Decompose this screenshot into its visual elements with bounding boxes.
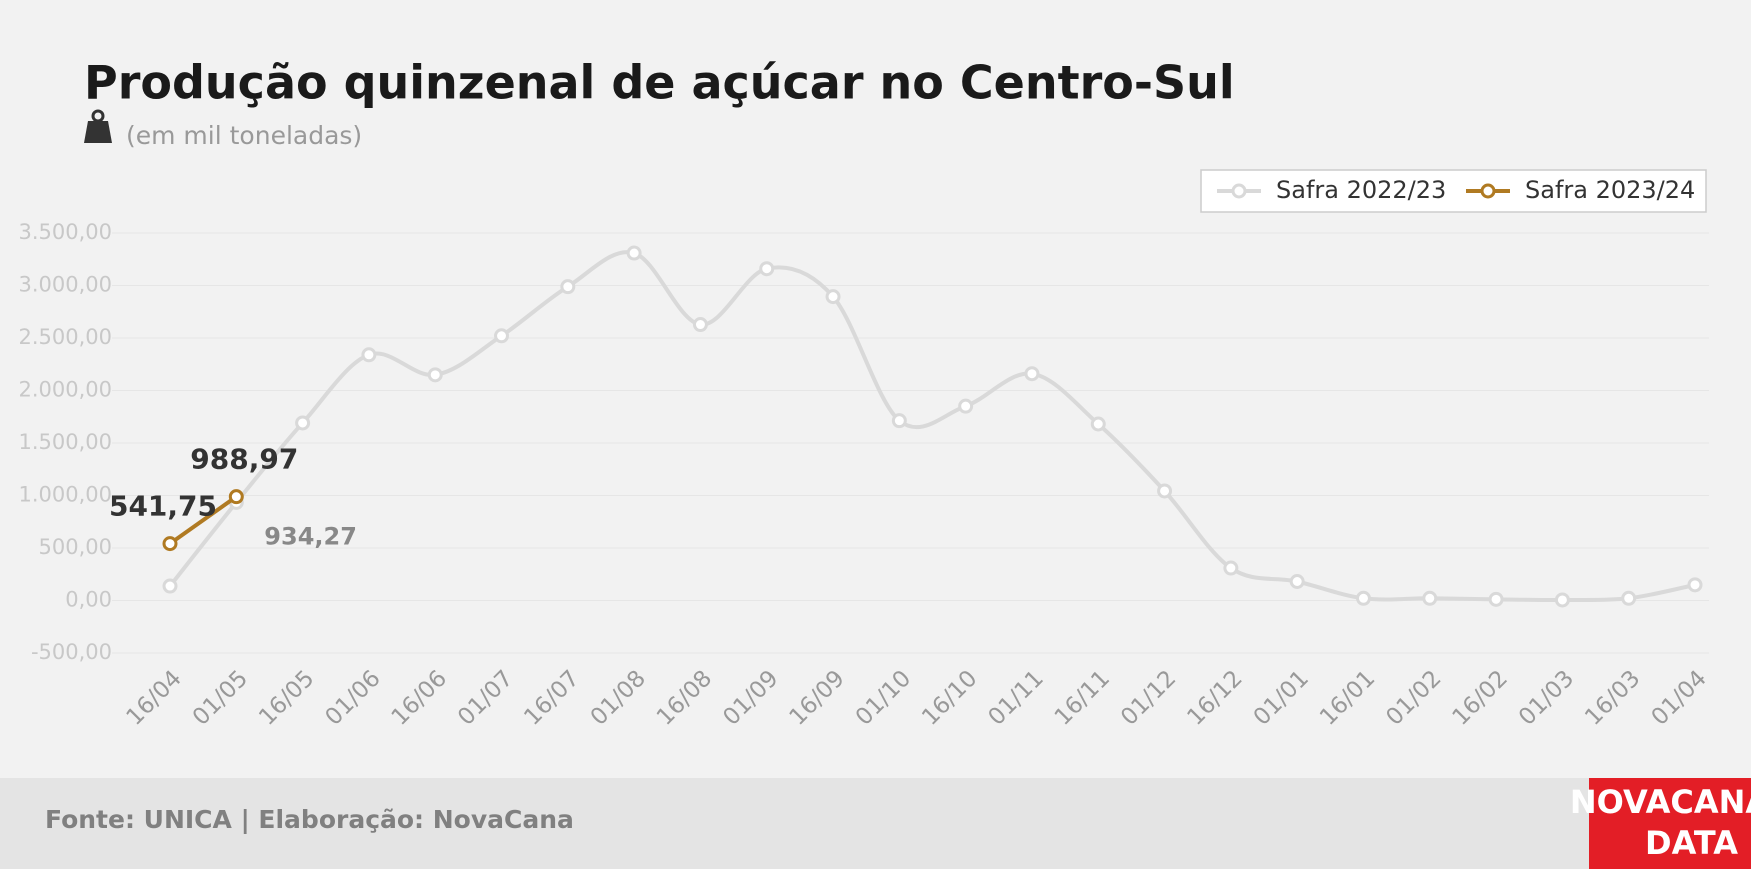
point <box>759 261 775 277</box>
point <box>228 489 244 505</box>
point <box>1554 592 1570 608</box>
point <box>1687 577 1703 593</box>
point <box>891 413 907 429</box>
chart-subtitle: (em mil toneladas) <box>126 121 362 150</box>
point <box>1223 560 1239 576</box>
point <box>427 367 443 383</box>
footer <box>0 778 1751 869</box>
point <box>1024 366 1040 382</box>
logo-text: DATA <box>1645 824 1738 862</box>
point <box>162 578 178 594</box>
legend-marker <box>1231 183 1247 199</box>
data-label: 934,27 <box>264 522 357 550</box>
point <box>692 317 708 333</box>
point <box>361 347 377 363</box>
point <box>1289 573 1305 589</box>
logo <box>1589 778 1751 869</box>
y-tick-label: 0,00 <box>65 588 112 612</box>
point <box>295 415 311 431</box>
logo-text: NOVACANA <box>1570 783 1751 821</box>
series-line <box>168 495 238 546</box>
legend-marker <box>1480 183 1496 199</box>
y-tick-label: 500,00 <box>39 535 112 559</box>
data-label: 541,75 <box>109 490 217 523</box>
source: Fonte: UNICA | Elaboração: NovaCana <box>45 805 574 834</box>
y-tick-label: 1.500,00 <box>18 430 112 454</box>
legend <box>1200 169 1707 213</box>
point <box>1422 590 1438 606</box>
point <box>958 398 974 414</box>
y-tick-label: 1.000,00 <box>18 483 112 507</box>
point <box>626 245 642 261</box>
legend-label: Safra 2022/23 <box>1276 176 1446 204</box>
y-tick-label: -500,00 <box>31 640 112 664</box>
point <box>1090 416 1106 432</box>
chart-title: Produção quinzenal de açúcar no Centro-S… <box>84 56 1235 110</box>
point <box>825 289 841 305</box>
point <box>1488 591 1504 607</box>
point <box>1355 590 1371 606</box>
legend-label: Safra 2023/24 <box>1525 176 1695 204</box>
data-label: 988,97 <box>190 443 298 476</box>
y-tick-label: 2.000,00 <box>18 378 112 402</box>
y-tick-label: 3.500,00 <box>18 220 112 244</box>
weight-icon <box>84 109 112 143</box>
y-tick-label: 3.000,00 <box>18 273 112 297</box>
point <box>1621 590 1637 606</box>
point <box>1157 483 1173 499</box>
point <box>560 279 576 295</box>
point <box>162 536 178 552</box>
point <box>494 328 510 344</box>
y-tick-label: 2.500,00 <box>18 325 112 349</box>
